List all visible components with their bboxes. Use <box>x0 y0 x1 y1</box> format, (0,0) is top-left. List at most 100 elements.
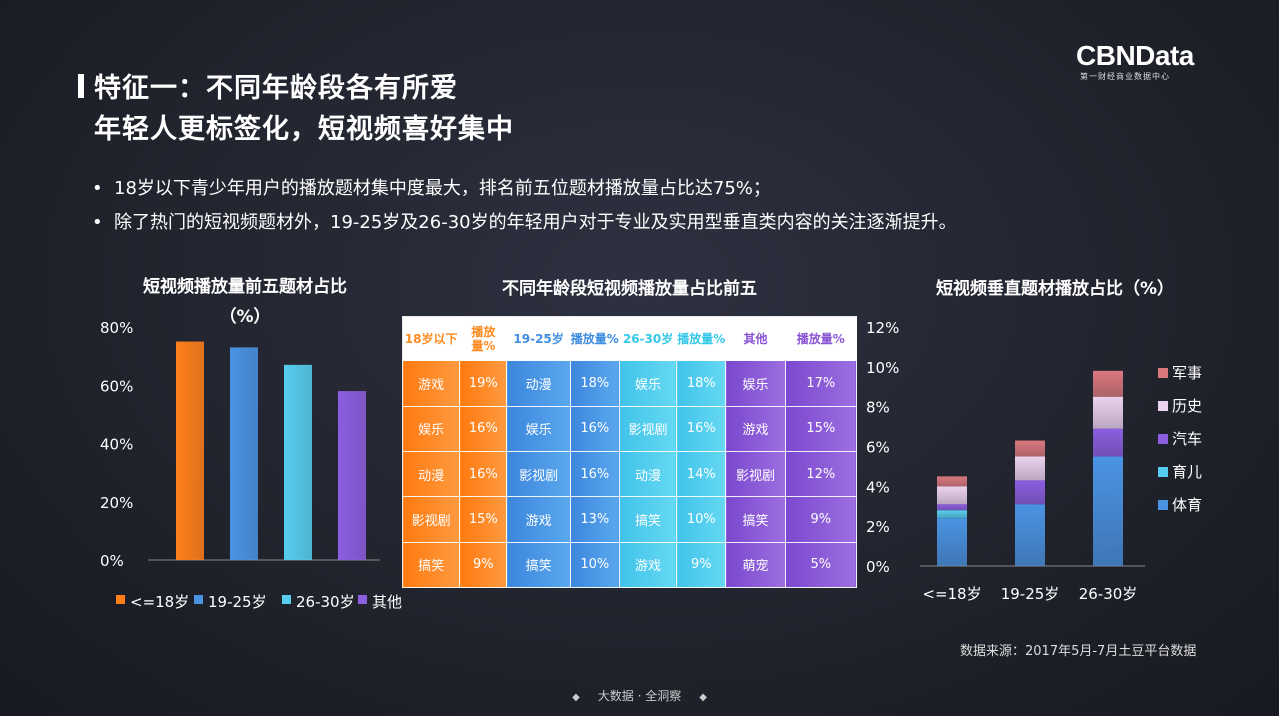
legend-swatch <box>1158 500 1168 510</box>
table-cell: 游戏 <box>725 405 786 452</box>
stacked-bar-segment <box>1093 370 1123 397</box>
table-cell: 17% <box>784 360 858 407</box>
table-cell: 搞笑 <box>618 496 678 543</box>
legend-swatch <box>1158 368 1168 378</box>
table-row: 娱乐 16% 娱乐 16% 影视剧 16% 游戏 15% <box>401 405 858 452</box>
x-tick-label: 26-30岁 <box>1079 585 1138 603</box>
table-cell: 影视剧 <box>618 405 678 452</box>
y-tick-label: 8% <box>866 399 890 417</box>
bullet-text: 18岁以下青少年用户的播放题材集中度最大，排名前五位题材播放量占比达75%； <box>114 178 771 199</box>
table-header-cell: 19-25岁 <box>506 315 571 362</box>
stacked-bar-segment <box>937 510 967 519</box>
brand-logo-subtitle: 第一财经商业数据中心 <box>1080 72 1170 81</box>
stacked-bar-segment <box>1015 504 1045 566</box>
legend-label: 历史 <box>1172 397 1202 415</box>
table-header-cell: 播放量% <box>459 315 508 362</box>
chart1-title: 短视频播放量前五题材占比 <box>143 277 347 297</box>
table-cell: 16% <box>459 450 508 498</box>
bullet-text: 除了热门的短视频题材外，19-25岁及26-30岁的年轻用户对于专业及实用型垂直… <box>114 212 957 233</box>
legend-label: 体育 <box>1172 496 1202 514</box>
bullet-dot: • <box>92 178 103 199</box>
chart1-title-unit: （%） <box>219 307 271 327</box>
stacked-bar-chart-vertical-topics: 0% 2% 4% 6% 8% 10% 12% <=18岁 19-25岁 26-30岁 军事历史汽车育… <box>866 319 1202 603</box>
bar-chart-top5-share: 0% 20% 40% 60% 80% <=18岁 19-25岁 26-30岁 其他 <box>100 319 402 611</box>
table-cell: 搞笑 <box>725 496 786 543</box>
table-header-cell: 播放量% <box>569 315 620 362</box>
footer-text: 大数据 · 全洞察 <box>597 689 682 703</box>
legend-swatch <box>1158 434 1168 444</box>
table-cell: 影视剧 <box>725 450 786 498</box>
diamond-icon: ◆ <box>699 692 707 703</box>
y-tick-label: 4% <box>866 478 890 496</box>
table-cell: 动漫 <box>618 450 678 498</box>
table-row: 游戏 19% 动漫 18% 娱乐 18% 娱乐 17% <box>401 360 858 407</box>
bar <box>284 364 312 560</box>
table-header-row: 18岁以下 播放量% 19-25岁 播放量% 26-30岁 播放量% 其他 播放量% <box>401 315 858 362</box>
legend-swatch <box>1158 401 1168 411</box>
y-tick-label: 0% <box>866 558 890 576</box>
table-cell: 16% <box>676 405 727 452</box>
table-cell: 10% <box>676 496 727 543</box>
footer: ◆ 大数据 · 全洞察 ◆ <box>0 687 1279 704</box>
stacked-bar-segment <box>1093 456 1123 566</box>
stacked-bar-segment <box>937 486 967 505</box>
table-cell: 娱乐 <box>506 405 571 452</box>
table-cell: 游戏 <box>506 496 571 543</box>
table-cell: 萌宠 <box>725 541 786 589</box>
legend-swatch <box>358 595 367 604</box>
x-tick-label: <=18岁 <box>922 585 981 603</box>
data-source-note: 数据来源：2017年5月-7月土豆平台数据 <box>960 644 1197 659</box>
bullet-list: • 18岁以下青少年用户的播放题材集中度最大，排名前五位题材播放量占比达75%； … <box>92 172 957 240</box>
table-cell: 16% <box>459 405 508 452</box>
table-cell: 19% <box>459 360 508 407</box>
y-tick-label: 0% <box>100 552 124 570</box>
table-cell: 游戏 <box>618 541 678 589</box>
diamond-icon: ◆ <box>572 692 580 703</box>
stacked-bar-segment <box>1093 428 1123 457</box>
stacked-bar-segment <box>1015 456 1045 481</box>
title-accent-bar <box>78 74 84 98</box>
table-cell: 13% <box>569 496 620 543</box>
y-tick-label: 2% <box>866 518 890 536</box>
bullet-item: • 18岁以下青少年用户的播放题材集中度最大，排名前五位题材播放量占比达75%； <box>92 172 957 206</box>
table-cell: 娱乐 <box>401 405 461 452</box>
legend-label: <=18岁 <box>130 593 189 611</box>
stacked-bar-segment <box>937 504 967 511</box>
table-cell: 9% <box>676 541 727 589</box>
table-row: 影视剧 15% 游戏 13% 搞笑 10% 搞笑 9% <box>401 496 858 543</box>
table-cell: 14% <box>676 450 727 498</box>
y-tick-label: 80% <box>100 319 133 337</box>
stacked-bar-segment <box>1015 440 1045 457</box>
table-cell: 搞笑 <box>401 541 461 589</box>
table-cell: 18% <box>569 360 620 407</box>
table-header-cell: 播放量% <box>784 315 858 362</box>
table-cell: 动漫 <box>506 360 571 407</box>
table-cell: 娱乐 <box>725 360 786 407</box>
table-cell: 12% <box>784 450 858 498</box>
table-title: 不同年龄段短视频播放量占比前五 <box>502 279 757 299</box>
bar <box>230 347 258 560</box>
table-cell: 5% <box>784 541 858 589</box>
stacked-bar-segment <box>1015 480 1045 505</box>
y-tick-label: 12% <box>866 319 899 337</box>
stacked-bar-segment <box>937 518 967 566</box>
chart3-title: 短视频垂直题材播放占比（%） <box>935 279 1175 299</box>
x-tick-label: 19-25岁 <box>1001 585 1060 603</box>
table-row: 动漫 16% 影视剧 16% 动漫 14% 影视剧 12% <box>401 450 858 498</box>
page-subtitle: 年轻人更标签化，短视频喜好集中 <box>94 114 514 145</box>
legend-swatch <box>1158 467 1168 477</box>
legend-swatch <box>282 595 291 604</box>
table-header-cell: 播放量% <box>676 315 727 362</box>
legend-label: 汽车 <box>1172 430 1202 448</box>
legend-label: 军事 <box>1172 364 1202 382</box>
table-cell: 16% <box>569 405 620 452</box>
table-cell: 10% <box>569 541 620 589</box>
legend-swatch <box>194 595 203 604</box>
y-tick-label: 20% <box>100 494 133 512</box>
table-header-cell: 其他 <box>725 315 786 362</box>
table-cell: 游戏 <box>401 360 461 407</box>
page-title: 特征一：不同年龄段各有所爱 <box>94 73 458 104</box>
stacked-bar-segment <box>1093 396 1123 429</box>
table-cell: 16% <box>569 450 620 498</box>
table-cell: 9% <box>459 541 508 589</box>
